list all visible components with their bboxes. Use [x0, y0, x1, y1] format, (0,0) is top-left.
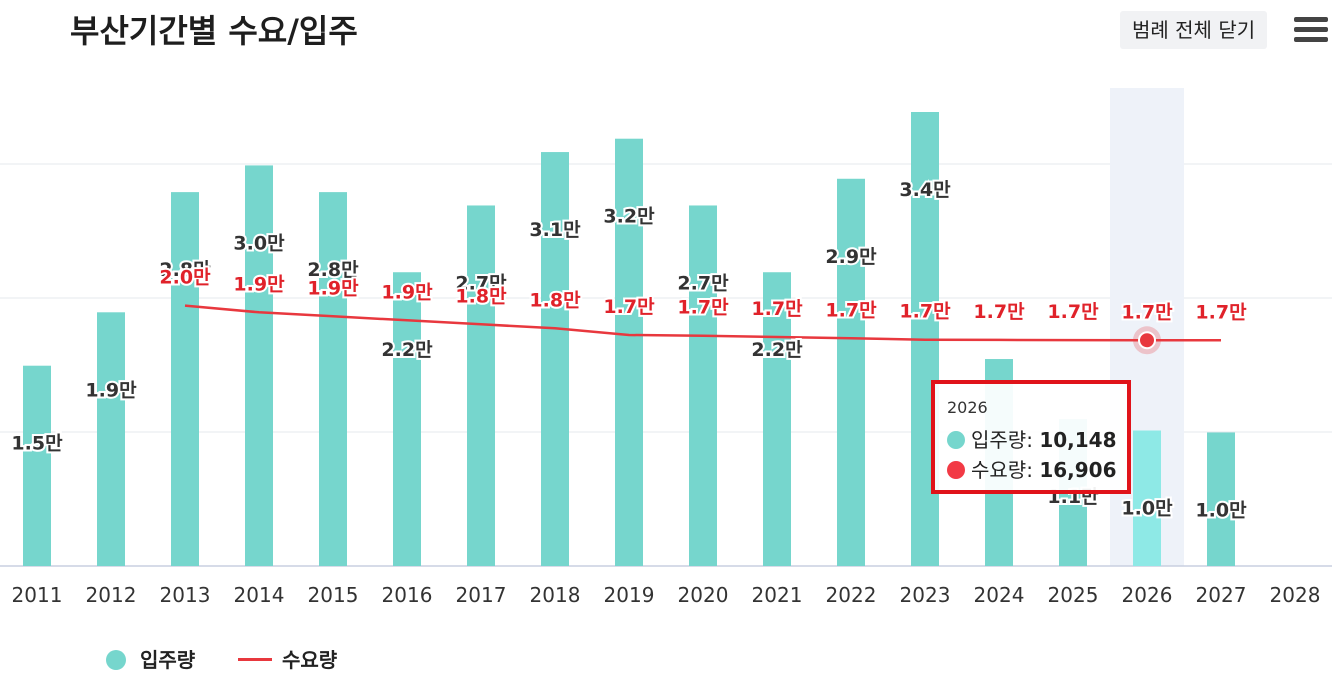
- tooltip-row-supply: 입주량: 10,148: [947, 424, 1117, 453]
- legend-close-all-button[interactable]: 범례 전체 닫기: [1120, 11, 1268, 49]
- bar-supply-2021: [763, 272, 791, 566]
- line-label-2022: 1.7만: [825, 299, 877, 321]
- demand-point-2026: [1138, 331, 1156, 350]
- line-demand: [184, 304, 1221, 342]
- bar-supply-2012: [97, 312, 125, 566]
- chart-tooltip: 2026 입주량: 10,148 수요량: 16,906: [931, 380, 1131, 494]
- line-label-2023: 1.7만: [899, 301, 951, 323]
- bar-supply-2019: [615, 138, 643, 567]
- bar-supply-2014: [245, 165, 273, 567]
- tooltip-demand-label: 수요량:: [971, 458, 1033, 482]
- line-label-2021: 1.7만: [751, 298, 803, 320]
- x-tick-label: 2016: [382, 583, 433, 607]
- bar-supply-2022: [837, 178, 865, 566]
- bar-supply-2013: [171, 192, 199, 566]
- chart-title: 부산기간별 수요/입주: [70, 12, 358, 50]
- bar-label-2021: 2.2만: [751, 339, 803, 361]
- bar-label-2023: 3.4만: [899, 179, 951, 201]
- bar-label-2014: 3.0만: [233, 232, 285, 254]
- x-tick-label: 2027: [1196, 583, 1247, 607]
- demand-dot-icon: [947, 461, 965, 479]
- x-tick-label: 2021: [752, 583, 803, 607]
- line-label-2027: 1.7만: [1195, 301, 1247, 323]
- demand-legend-line-icon: [238, 658, 272, 661]
- bar-label-2012: 1.9만: [85, 379, 137, 401]
- line-label-2024: 1.7만: [973, 301, 1025, 323]
- tooltip-supply-label: 입주량:: [971, 428, 1033, 452]
- x-tick-label: 2025: [1048, 583, 1099, 607]
- bar-label-2018: 3.1만: [529, 219, 581, 241]
- x-tick-label: 2022: [826, 583, 877, 607]
- legend-item-supply[interactable]: 입주량: [106, 644, 195, 673]
- tooltip-year: 2026: [947, 398, 988, 417]
- chart-area: 1.5만1.9만2.8만3.0만2.8만2.2만2.7만3.1만3.2만2.7만…: [0, 88, 1332, 607]
- line-label-2018: 1.8만: [529, 289, 581, 311]
- x-tick-label: 2020: [678, 583, 729, 607]
- bar-label-2015: 2.8만: [307, 259, 359, 281]
- line-label-2020: 1.7만: [677, 297, 729, 319]
- bar-supply-2015: [319, 192, 347, 566]
- bar-supply-2016: [393, 272, 421, 566]
- line-label-2014: 1.9만: [233, 273, 285, 295]
- bar-supply-2020: [689, 205, 717, 566]
- line-label-2019: 1.7만: [603, 296, 655, 318]
- tooltip-row-demand: 수요량: 16,906: [947, 454, 1117, 483]
- bar-label-2022: 2.9만: [825, 246, 877, 268]
- supply-dot-icon: [947, 431, 965, 449]
- x-tick-label: 2014: [234, 583, 285, 607]
- bar-supply-2027: [1207, 432, 1235, 566]
- tooltip-supply-value: 10,148: [1039, 428, 1117, 452]
- legend-demand-label: 수요량: [282, 648, 338, 672]
- hamburger-menu-icon[interactable]: [1294, 17, 1328, 43]
- bar-supply-2017: [467, 205, 495, 566]
- line-label-2017: 1.8만: [455, 285, 507, 307]
- x-tick-label: 2015: [308, 583, 359, 607]
- x-tick-label: 2011: [12, 583, 63, 607]
- bar-label-2013: 2.8만: [159, 259, 211, 281]
- x-tick-label: 2017: [456, 583, 507, 607]
- x-tick-label: 2012: [86, 583, 137, 607]
- x-tick-label: 2026: [1122, 583, 1173, 607]
- bar-label-2019: 3.2만: [603, 206, 655, 228]
- x-tick-label: 2018: [530, 583, 581, 607]
- line-label-2016: 1.9만: [381, 281, 433, 303]
- x-tick-label: 2023: [900, 583, 951, 607]
- bar-label-2026: 1.0만: [1121, 497, 1173, 519]
- bar-supply-2026: [1133, 430, 1161, 566]
- bar-label-2017: 2.7만: [455, 272, 507, 294]
- x-tick-label: 2019: [604, 583, 655, 607]
- bar-label-2020: 2.7만: [677, 272, 729, 294]
- legend-item-demand[interactable]: 수요량: [238, 644, 337, 673]
- bar-label-2027: 1.0만: [1195, 499, 1247, 521]
- supply-legend-dot-icon: [106, 650, 126, 670]
- line-label-2025: 1.7만: [1047, 301, 1099, 323]
- x-tick-label: 2028: [1270, 583, 1321, 607]
- x-tick-label: 2024: [974, 583, 1025, 607]
- tooltip-demand-value: 16,906: [1039, 458, 1117, 482]
- x-tick-label: 2013: [160, 583, 211, 607]
- line-label-2013: 2.0만: [159, 267, 211, 289]
- bar-supply-2011: [23, 365, 51, 566]
- line-label-2026: 1.7만: [1121, 301, 1173, 323]
- legend-supply-label: 입주량: [140, 648, 196, 672]
- line-label-2015: 1.9만: [307, 277, 359, 299]
- bar-label-2016: 2.2만: [381, 339, 433, 361]
- bar-label-2011: 1.5만: [11, 433, 63, 455]
- bar-supply-2018: [541, 152, 569, 566]
